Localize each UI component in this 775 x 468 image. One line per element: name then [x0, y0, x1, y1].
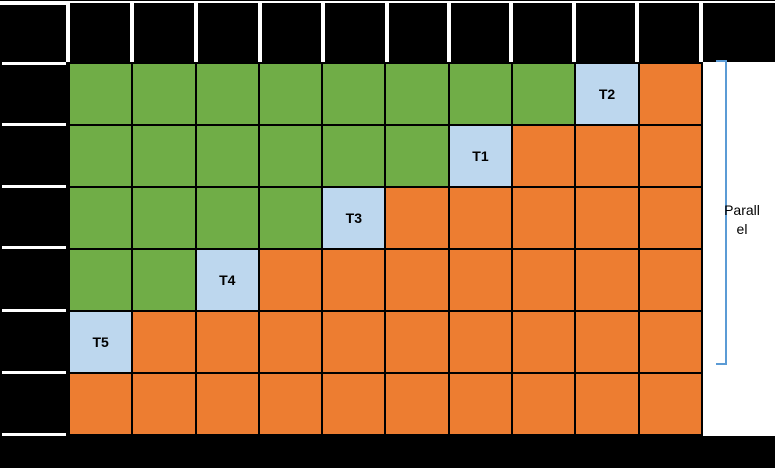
- grid-cell: [70, 126, 132, 186]
- grid-cell: [639, 250, 701, 310]
- bracket-tick-top-icon: [716, 60, 727, 62]
- header-divider: [321, 2, 325, 62]
- grid-cell: [259, 312, 322, 372]
- parallel-label-line2: el: [736, 221, 748, 237]
- header-divider: [447, 2, 451, 62]
- grid-cell: [576, 250, 638, 310]
- header-divider: [572, 2, 576, 62]
- header-divider: [509, 2, 513, 62]
- grid-cell: [323, 374, 385, 434]
- grid-cell: [639, 312, 701, 372]
- parallel-bracket: [716, 60, 727, 365]
- grid-cell: [576, 374, 638, 434]
- task-cell-t1: T1: [449, 126, 512, 186]
- grid-cell: [386, 126, 448, 186]
- grid-cell: [196, 126, 258, 186]
- footer-band: [0, 436, 775, 468]
- grid-cell: [323, 312, 385, 372]
- grid-cell: [513, 312, 575, 372]
- grid-cell: [70, 64, 132, 124]
- grid-cell: [449, 312, 512, 372]
- grid-cell: [70, 250, 132, 310]
- grid-cell: [196, 374, 258, 434]
- grid-cell: [196, 188, 258, 248]
- header-divider: [385, 2, 389, 62]
- grid-cell: [133, 250, 195, 310]
- row-divider: [2, 371, 66, 374]
- grid-cell: [386, 188, 448, 248]
- task-cell-t3: T3: [323, 188, 385, 248]
- grid-cell: [196, 64, 258, 124]
- parallel-label: Parall el: [710, 201, 774, 239]
- grid-cell: [323, 250, 385, 310]
- grid-cell: [513, 64, 575, 124]
- grid-cell: [386, 374, 448, 434]
- grid-cell: [639, 126, 701, 186]
- grid-cell: [576, 126, 638, 186]
- grid-cell: [259, 188, 322, 248]
- grid-cell: [133, 188, 195, 248]
- header-divider: [130, 2, 134, 62]
- grid-cell: [323, 64, 385, 124]
- grid-cell: [196, 312, 258, 372]
- header-divider: [635, 2, 639, 62]
- bracket-line: [725, 60, 727, 365]
- grid-cell: [576, 312, 638, 372]
- row-header-band: [0, 62, 68, 436]
- bracket-tick-bottom-icon: [716, 363, 727, 365]
- parallel-label-line1: Parall: [724, 202, 760, 218]
- row-divider: [2, 309, 66, 312]
- row-divider: [2, 433, 66, 436]
- grid-cell: [513, 374, 575, 434]
- grid-cell: [259, 250, 322, 310]
- task-cell-t4: T4: [196, 250, 258, 310]
- schedule-grid: T2 T1 T3 T4 T5: [68, 62, 703, 436]
- grid-cell: [259, 126, 322, 186]
- grid-cell: [449, 188, 512, 248]
- grid-cell: [386, 312, 448, 372]
- row-divider: [2, 123, 66, 126]
- grid-cell: [323, 126, 385, 186]
- row-divider: [2, 246, 66, 249]
- header-divider: [194, 2, 198, 62]
- header-divider: [66, 2, 70, 62]
- grid-cell: [133, 312, 195, 372]
- grid-cell: [513, 250, 575, 310]
- grid-cell: [259, 64, 322, 124]
- grid-cell: [576, 188, 638, 248]
- grid-cell: [449, 374, 512, 434]
- grid-cell: [639, 188, 701, 248]
- grid-cell: [259, 374, 322, 434]
- corner-cell-top-border: [0, 3, 68, 5]
- grid-cell: [386, 250, 448, 310]
- task-cell-t2: T2: [576, 64, 638, 124]
- grid-cell: [133, 126, 195, 186]
- grid-cell: [449, 64, 512, 124]
- header-divider: [699, 2, 703, 62]
- grid-cell: [513, 188, 575, 248]
- row-divider: [2, 185, 66, 188]
- header-divider: [258, 2, 262, 62]
- grid-cell: [70, 374, 132, 434]
- grid-cell: [513, 126, 575, 186]
- grid-cell: [133, 374, 195, 434]
- task-cell-t5: T5: [70, 312, 132, 372]
- grid-cell: [639, 374, 701, 434]
- grid-cell: [639, 64, 701, 124]
- grid-cell: [449, 250, 512, 310]
- grid-cell: [70, 188, 132, 248]
- row-divider: [2, 62, 66, 65]
- grid-cell: [133, 64, 195, 124]
- grid-cell: [386, 64, 448, 124]
